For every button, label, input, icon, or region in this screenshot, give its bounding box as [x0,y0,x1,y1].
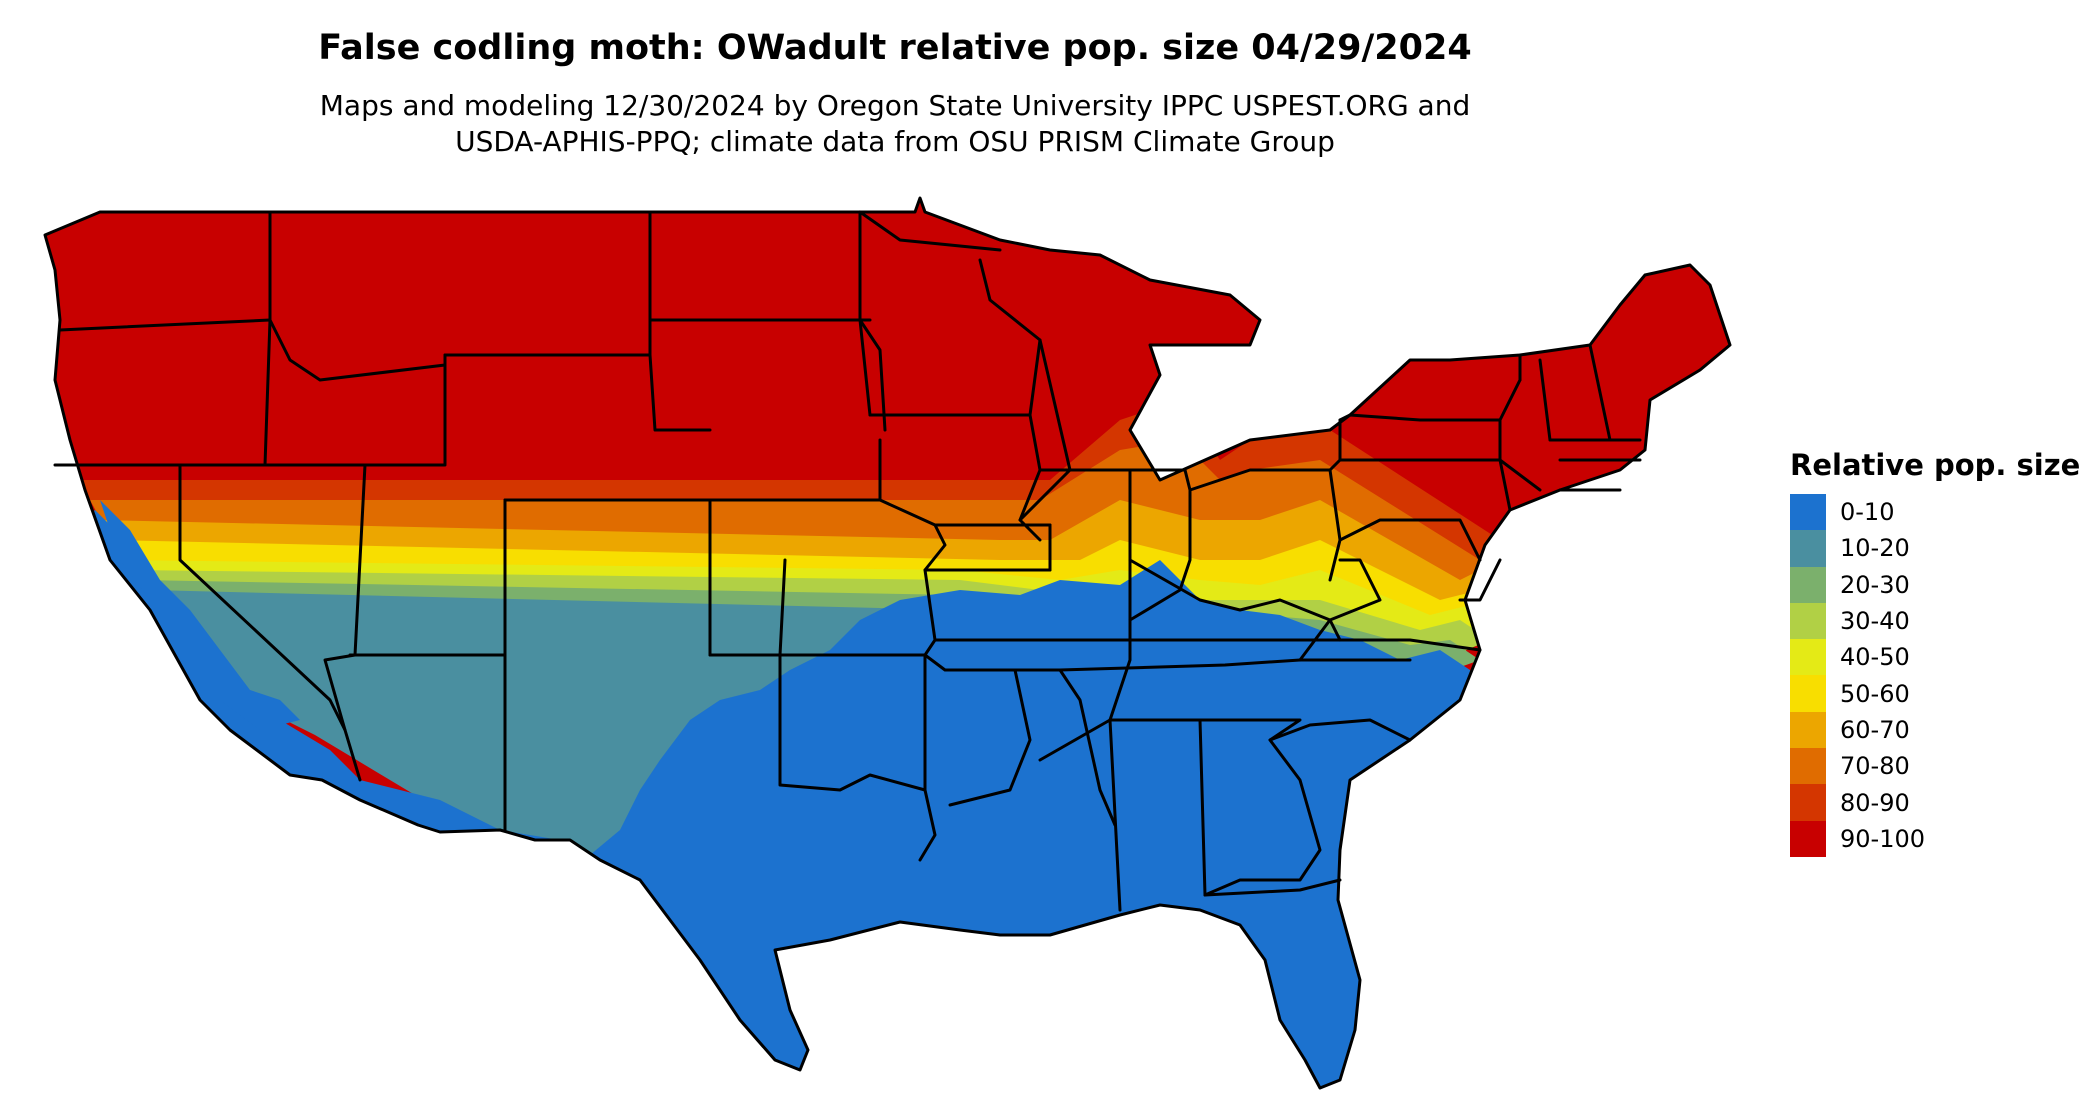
legend-item: 40-50 [1790,639,2080,676]
legend-swatch [1790,711,1826,749]
legend: Relative pop. size 0-10 10-20 20-30 30-4… [1790,448,2080,857]
legend-swatch [1790,784,1826,821]
legend-swatch [1790,494,1826,531]
subtitle-line-2: USDA-APHIS-PPQ; climate data from OSU PR… [455,125,1335,158]
legend-label: 50-60 [1840,679,1910,708]
legend-label: 70-80 [1840,752,1910,781]
legend-item: 30-40 [1790,602,2080,640]
legend-label: 10-20 [1840,534,1910,563]
legend-label: 0-10 [1840,498,1895,527]
legend-items: 0-10 10-20 20-30 30-40 40-50 50-60 60-70… [1790,494,2080,857]
legend-label: 60-70 [1840,715,1910,744]
legend-item: 80-90 [1790,784,2080,821]
subtitle-line-1: Maps and modeling 12/30/2024 by Oregon S… [319,89,1471,122]
legend-item: 20-30 [1790,566,2080,603]
legend-swatch [1790,639,1826,676]
map-title: False codling moth: OWadult relative pop… [318,28,1472,68]
legend-swatch [1790,820,1826,857]
legend-swatch [1790,530,1826,567]
legend-item: 10-20 [1790,530,2080,567]
legend-swatch [1790,566,1826,603]
legend-label: 40-50 [1840,643,1910,672]
legend-swatch [1790,748,1826,785]
legend-item: 70-80 [1790,748,2080,785]
legend-label: 90-100 [1840,824,1926,853]
zone-0-10-coast [100,500,300,730]
legend-item: 50-60 [1790,675,2080,712]
state-boundaries [43,196,1732,1090]
legend-label: 30-40 [1840,607,1910,636]
map-subtitle: Maps and modeling 12/30/2024 by Oregon S… [0,88,1790,160]
legend-item: 90-100 [1790,820,2080,857]
legend-label: 20-30 [1840,570,1910,599]
us-outline [43,196,1732,1090]
legend-item: 60-70 [1790,711,2080,749]
population-raster [45,198,1730,1088]
legend-item: 0-10 [1790,494,2080,531]
legend-swatch [1790,675,1826,712]
legend-swatch [1790,602,1826,640]
legend-title: Relative pop. size [1790,448,2081,482]
legend-label: 80-90 [1840,788,1910,817]
